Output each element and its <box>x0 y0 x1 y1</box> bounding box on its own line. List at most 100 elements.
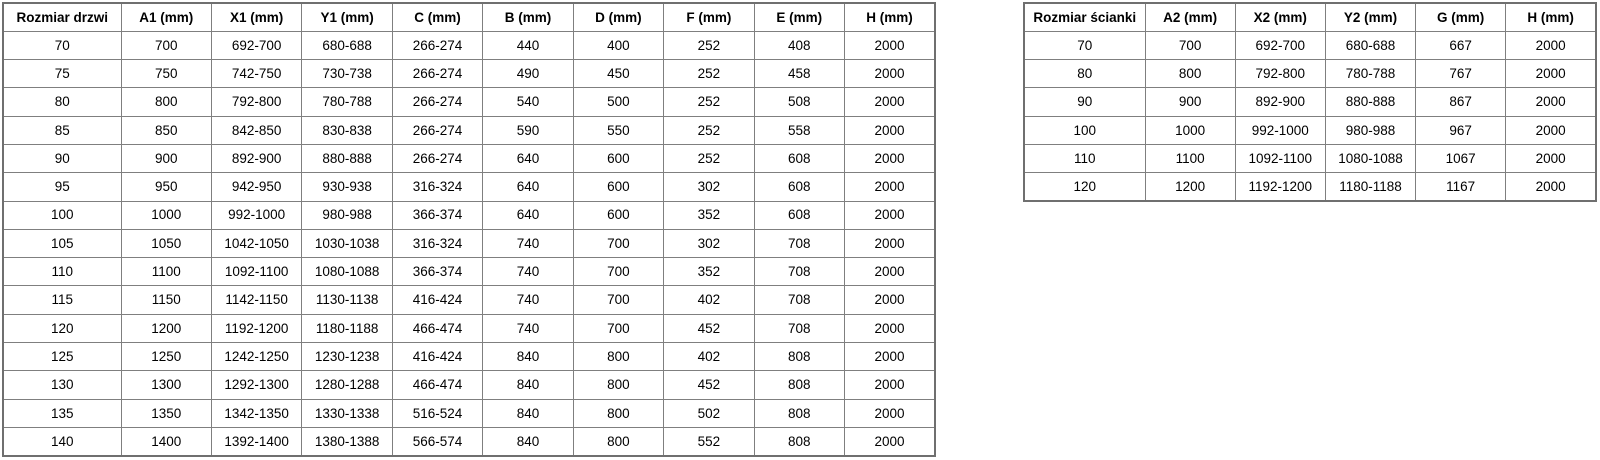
table-cell: 408 <box>753 30 846 61</box>
table-cell: 2000 <box>844 342 936 372</box>
table-cell: 2000 <box>844 30 936 61</box>
table-row: 70 700 692-700 680-688 266-274 440 400 252 408 20… <box>2 30 936 61</box>
table-cell: 1080-1088 <box>1324 143 1417 174</box>
table-cell: 740 <box>482 313 574 344</box>
table-cell: 708 <box>753 257 846 287</box>
table-cell: 880-888 <box>1324 87 1417 117</box>
table-cell: 316-324 <box>391 172 484 202</box>
table-cell: 800 <box>1144 59 1236 89</box>
table-cell: 808 <box>753 398 846 428</box>
table-row: 120 1200 1192-1200 1180-1188 466-474 740 700 45… <box>2 313 936 344</box>
table-cell: 1192-1200 <box>210 313 303 344</box>
table-cell: 1200 <box>1144 172 1236 202</box>
column-header: H (mm) <box>844 2 936 32</box>
table-row: 115 1150 1142-1150 1130-1138 416-424 740 700 40… <box>2 285 936 315</box>
table-cell: 2000 <box>844 59 936 89</box>
table-cell: 416-424 <box>391 285 484 315</box>
header-row: Rozmiar ścianki A2 (mm) X2 (mm) Y2 (mm) G (m… <box>1023 2 1597 32</box>
column-header: A1 (mm) <box>120 2 212 32</box>
table-cell: 800 <box>572 370 665 400</box>
table-cell: 708 <box>753 313 846 344</box>
table-row: 85 850 842-850 830-838 266-274 590 550 252 558 20… <box>2 115 936 145</box>
table-cell: 70 <box>1023 30 1146 61</box>
table-cell: 1142-1150 <box>210 285 303 315</box>
table-cell: 700 <box>572 257 665 287</box>
table-cell: 252 <box>663 87 755 117</box>
table-cell: 950 <box>120 172 212 202</box>
column-header: E (mm) <box>753 2 846 32</box>
column-header: F (mm) <box>663 2 755 32</box>
table-cell: 2000 <box>844 313 936 344</box>
table-cell: 740 <box>482 285 574 315</box>
table-row: 110 1100 1092-1100 1080-1088 1067 2000 <box>1023 143 1597 174</box>
table-cell: 1292-1300 <box>210 370 303 400</box>
table-cell: 930-938 <box>301 172 393 202</box>
table-cell: 2000 <box>844 87 936 117</box>
table-row: 120 1200 1192-1200 1180-1188 1167 2000 <box>1023 172 1597 202</box>
table-cell: 90 <box>2 143 122 174</box>
table-row: 110 1100 1092-1100 1080-1088 366-374 740 700 35… <box>2 257 936 287</box>
table-cell: 708 <box>753 228 846 259</box>
table-cell: 792-800 <box>210 87 303 117</box>
table-cell: 302 <box>663 228 755 259</box>
table-cell: 2000 <box>844 257 936 287</box>
table-cell: 252 <box>663 30 755 61</box>
table-cell: 1100 <box>120 257 212 287</box>
table-cell: 742-750 <box>210 59 303 89</box>
table-cell: 692-700 <box>1234 30 1326 61</box>
table-cell: 1250 <box>120 342 212 372</box>
table-cell: 120 <box>1023 172 1146 202</box>
table-cell: 490 <box>482 59 574 89</box>
table-cell: 452 <box>663 370 755 400</box>
column-header: Y1 (mm) <box>301 2 393 32</box>
table-cell: 1092-1100 <box>210 257 303 287</box>
table-cell: 440 <box>482 30 574 61</box>
table-row: 125 1250 1242-1250 1230-1238 416-424 840 800 40… <box>2 342 936 372</box>
table-cell: 942-950 <box>210 172 303 202</box>
table-row: 90 900 892-900 880-888 266-274 640 600 252 608 20… <box>2 143 936 174</box>
table-row: 75 750 742-750 730-738 266-274 490 450 252 458 20… <box>2 59 936 89</box>
table-cell: 1080-1088 <box>301 257 393 287</box>
table-cell: 266-274 <box>391 143 484 174</box>
table-cell: 667 <box>1415 30 1507 61</box>
column-header: A2 (mm) <box>1144 2 1236 32</box>
table-cell: 1180-1188 <box>301 313 393 344</box>
table-cell: 1067 <box>1415 143 1507 174</box>
table-row: 70 700 692-700 680-688 667 2000 <box>1023 30 1597 61</box>
table-cell: 1100 <box>1144 143 1236 174</box>
table-cell: 608 <box>753 200 846 230</box>
table-cell: 840 <box>482 398 574 428</box>
table-cell: 800 <box>572 398 665 428</box>
table-cell: 590 <box>482 115 574 145</box>
table-cell: 640 <box>482 200 574 230</box>
table-row: 140 1400 1392-1400 1380-1388 566-574 840 800 55… <box>2 426 936 457</box>
table-cell: 135 <box>2 398 122 428</box>
table-cell: 980-988 <box>301 200 393 230</box>
table-cell: 120 <box>2 313 122 344</box>
column-header: X2 (mm) <box>1234 2 1326 32</box>
table-cell: 992-1000 <box>210 200 303 230</box>
wall-panel-size-table: Rozmiar ścianki A2 (mm) X2 (mm) Y2 (mm) G (m… <box>1023 2 1597 203</box>
table-cell: 1167 <box>1415 172 1507 202</box>
table-cell: 550 <box>572 115 665 145</box>
table-cell: 1350 <box>120 398 212 428</box>
table-cell: 2000 <box>844 285 936 315</box>
table-cell: 840 <box>482 426 574 457</box>
table-cell: 600 <box>572 172 665 202</box>
table-cell: 1242-1250 <box>210 342 303 372</box>
table-cell: 2000 <box>844 172 936 202</box>
table-cell: 402 <box>663 342 755 372</box>
table-cell: 800 <box>572 426 665 457</box>
table-cell: 80 <box>2 87 122 117</box>
column-header: D (mm) <box>572 2 665 32</box>
table-cell: 90 <box>1023 87 1146 117</box>
table-cell: 110 <box>1023 143 1146 174</box>
table-cell: 808 <box>753 342 846 372</box>
table-cell: 352 <box>663 200 755 230</box>
table-cell: 302 <box>663 172 755 202</box>
table-cell: 316-324 <box>391 228 484 259</box>
table-cell: 640 <box>482 143 574 174</box>
table-cell: 1130-1138 <box>301 285 393 315</box>
table-cell: 840 <box>482 342 574 372</box>
table-cell: 880-888 <box>301 143 393 174</box>
